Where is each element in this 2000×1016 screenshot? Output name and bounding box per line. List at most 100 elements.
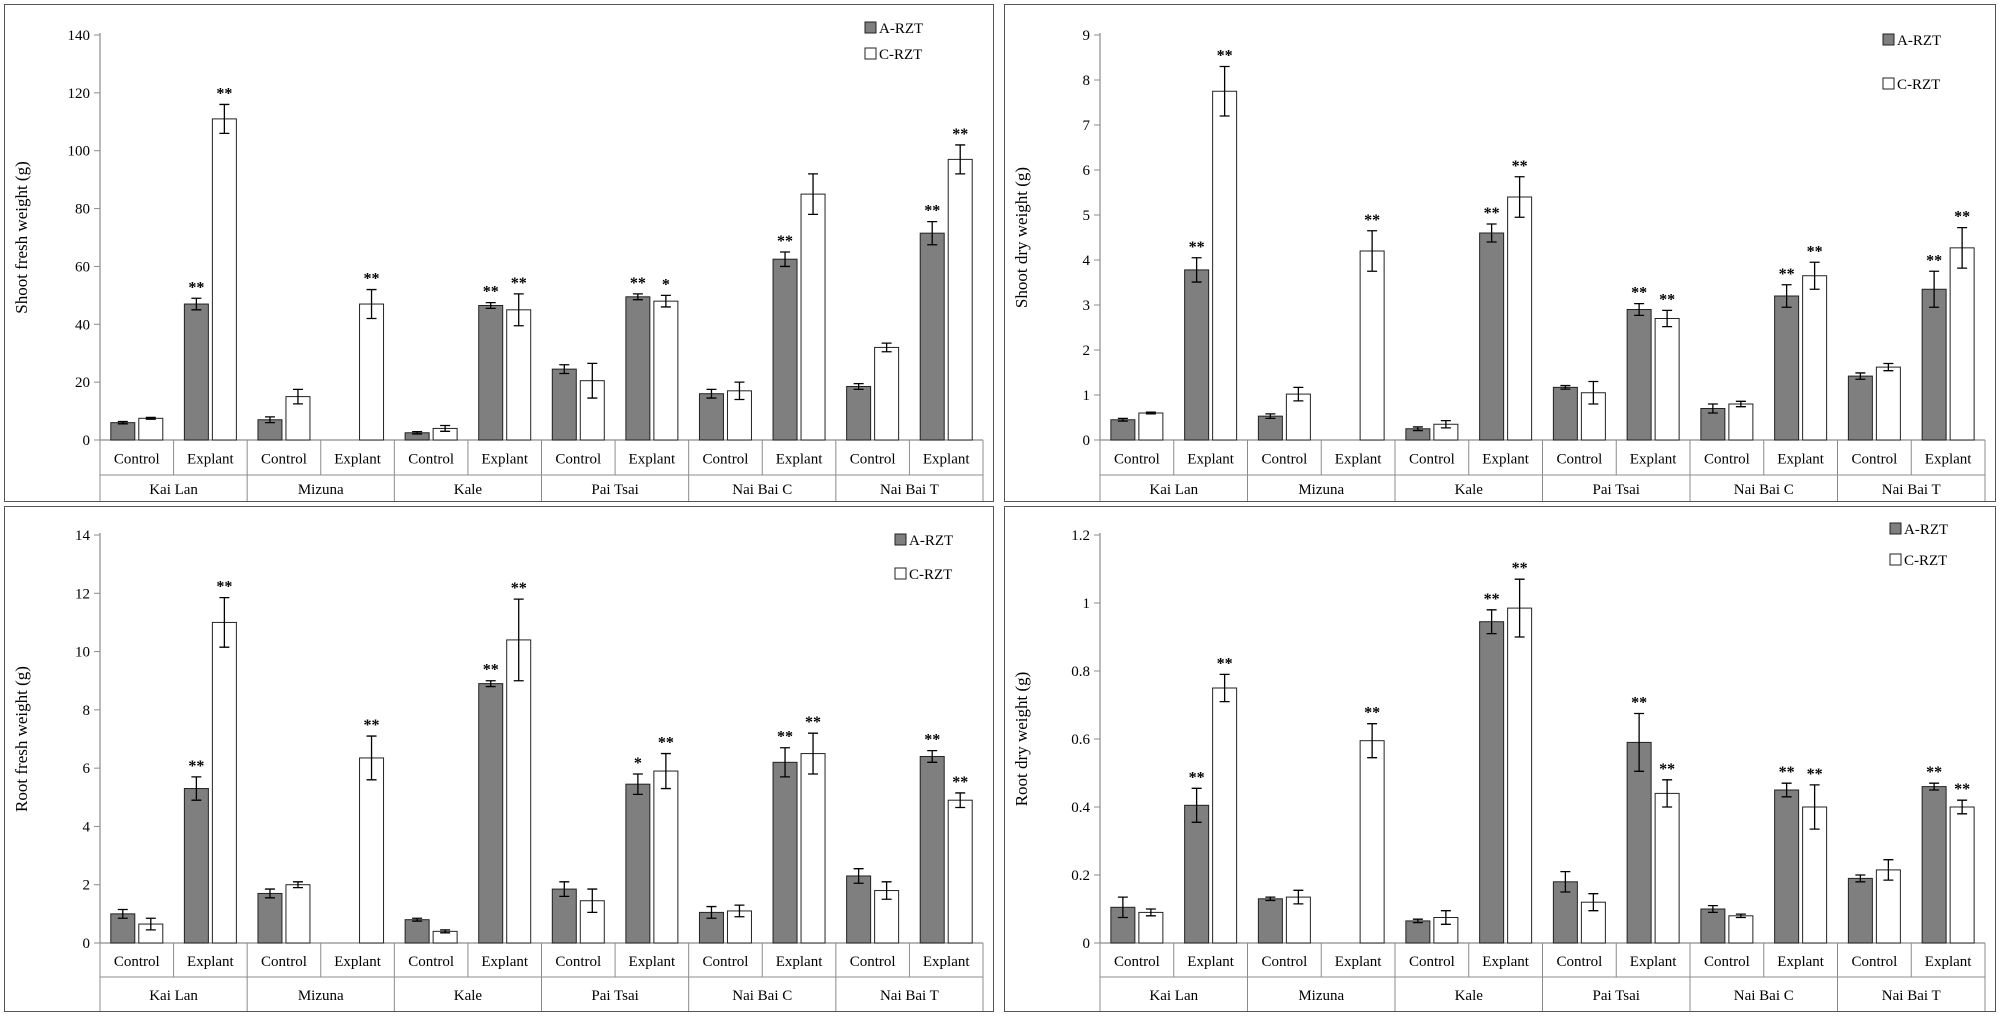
- root-fresh-bar-a-rzt-nai-bai-t-control: [846, 875, 872, 944]
- shoot-fresh-bar-a-rzt-kai-lan-control: [110, 422, 136, 441]
- panel-shoot-fresh-weight: 0 20 40 60 80 100 120 140 Shoot fresh weight (g)…: [4, 4, 994, 502]
- root-fresh-group-label-mizuna: Mizuna: [298, 988, 344, 1004]
- root-dry-x-tick-label-kai-lan-control: Control: [1114, 954, 1160, 970]
- root-fresh-error-bar-c-rzt-kale-control: [440, 929, 451, 934]
- root-fresh-error-bar-c-rzt-nai-bai-c-control: [734, 904, 745, 918]
- root-fresh-error-bar-c-rzt-nai-bai-c-explant: [808, 732, 819, 775]
- shoot-dry-error-bar-a-rzt-nai-bai-t-control: [1855, 372, 1866, 380]
- shoot-dry-significance-mark-a-rzt-nai-bai-c-explant: **: [1779, 266, 1795, 283]
- shoot-fresh-bar-a-rzt-nai-bai-t-explant: [919, 232, 945, 441]
- shoot-fresh-bar-a-rzt-nai-bai-c-explant: [772, 258, 798, 441]
- root-fresh-group-label-nai-bai-t: Nai Bai T: [880, 988, 939, 1004]
- shoot-dry-error-bar-c-rzt-kai-lan-explant: [1219, 65, 1230, 117]
- root-fresh-bar-c-rzt-nai-bai-t-explant: [947, 799, 973, 944]
- root-dry-bar-c-rzt-kai-lan-explant: [1212, 687, 1238, 944]
- root-dry-y-tick-label: 1: [1083, 596, 1091, 612]
- shoot-dry-error-bar-a-rzt-nai-bai-t-explant: [1929, 270, 1940, 308]
- root-dry-bar-a-rzt-nai-bai-t-explant: [1921, 786, 1947, 944]
- shoot-fresh-x-tick-label-kale-explant: Explant: [481, 452, 528, 468]
- shoot-dry-legend-label-a-rzt: A-RZT: [1897, 33, 1941, 49]
- shoot-fresh-bar-a-rzt-kale-explant: [478, 304, 504, 441]
- root-dry-y-tick-label: 0.8: [1071, 664, 1090, 680]
- root-fresh-significance-mark-a-rzt-kai-lan-explant: **: [188, 758, 204, 775]
- root-dry-group-label-kale: Kale: [1455, 988, 1484, 1004]
- root-dry-significance-mark-a-rzt-nai-bai-c-explant: **: [1779, 764, 1795, 781]
- shoot-fresh-x-tick-label-nai-bai-c-control: Control: [703, 452, 749, 468]
- shoot-fresh-y-tick-label: 0: [83, 433, 91, 449]
- root-dry-error-bar-a-rzt-nai-bai-c-explant: [1781, 782, 1792, 798]
- shoot-fresh-error-bar-a-rzt-pai-tsai-control: [559, 364, 570, 375]
- shoot-fresh-error-bar-c-rzt-mizuna-control: [292, 388, 303, 405]
- shoot-dry-significance-mark-c-rzt-kale-explant: **: [1512, 158, 1528, 175]
- shoot-fresh-bar-a-rzt-pai-tsai-control: [551, 368, 577, 441]
- shoot-fresh-group-label-kai-lan: Kai Lan: [149, 482, 198, 498]
- shoot-dry-error-bar-c-rzt-kale-control: [1440, 420, 1451, 429]
- root-fresh-y-tick-label: 12: [75, 586, 90, 602]
- shoot-dry-bar-c-rzt-kale-explant: [1507, 196, 1533, 441]
- shoot-dry-legend-swatch-a-rzt: [1882, 33, 1895, 46]
- root-fresh-error-bar-a-rzt-kale-explant: [485, 680, 496, 688]
- shoot-fresh-bar-c-rzt-mizuna-explant: [359, 303, 385, 441]
- shoot-fresh-error-bar-a-rzt-nai-bai-t-explant: [927, 220, 938, 246]
- shoot-dry-group-label-mizuna: Mizuna: [1298, 482, 1344, 498]
- root-dry-group-label-nai-bai-c: Nai Bai C: [1734, 988, 1794, 1004]
- shoot-fresh-significance-mark-c-rzt-pai-tsai-explant: *: [662, 276, 670, 293]
- root-fresh-y-tick-label: 10: [75, 645, 90, 661]
- shoot-fresh-bar-a-rzt-nai-bai-t-control: [846, 385, 872, 441]
- shoot-dry-significance-mark-c-rzt-kai-lan-explant: **: [1217, 48, 1233, 65]
- root-dry-error-bar-a-rzt-kai-lan-control: [1117, 896, 1128, 919]
- shoot-dry-y-tick-label: 8: [1083, 73, 1091, 89]
- shoot-fresh-bar-c-rzt-kai-lan-control: [138, 417, 164, 441]
- root-dry-y-tick-label: 0.6: [1071, 732, 1090, 748]
- root-dry-legend-label-c-rzt: C-RZT: [1904, 553, 1947, 569]
- root-dry-group-label-nai-bai-t: Nai Bai T: [1882, 988, 1941, 1004]
- shoot-dry-error-bar-a-rzt-nai-bai-c-control: [1707, 403, 1718, 414]
- root-fresh-x-tick-label-nai-bai-c-explant: Explant: [776, 954, 823, 970]
- shoot-fresh-error-bar-c-rzt-nai-bai-c-explant: [808, 173, 819, 216]
- shoot-fresh-bar-c-rzt-pai-tsai-explant: [653, 300, 679, 441]
- shoot-fresh-group-label-mizuna: Mizuna: [298, 482, 344, 498]
- shoot-fresh-error-bar-a-rzt-kale-explant: [485, 301, 496, 310]
- shoot-dry-bar-c-rzt-kai-lan-explant: [1212, 90, 1238, 441]
- shoot-fresh-legend-swatch-c-rzt: [864, 47, 877, 60]
- root-fresh-error-bar-a-rzt-kai-lan-control: [117, 908, 128, 919]
- root-dry-legend-swatch-a-rzt: [1889, 522, 1902, 535]
- root-dry-x-tick-label-mizuna-explant: Explant: [1335, 954, 1382, 970]
- root-fresh-error-bar-a-rzt-nai-bai-t-control: [853, 868, 864, 884]
- shoot-dry-legend-swatch-c-rzt: [1882, 77, 1895, 90]
- shoot-fresh-x-tick-label-kai-lan-control: Control: [114, 452, 160, 468]
- shoot-dry-bar-c-rzt-mizuna-explant: [1359, 250, 1385, 441]
- root-fresh-significance-mark-a-rzt-nai-bai-c-explant: **: [777, 729, 793, 746]
- shoot-dry-y-axis-title: Shoot dry weight (g): [1012, 167, 1031, 308]
- shoot-dry-x-tick-label-nai-bai-t-control: Control: [1851, 452, 1897, 468]
- root-dry-x-tick-label-nai-bai-c-control: Control: [1704, 954, 1750, 970]
- root-dry-error-bar-c-rzt-pai-tsai-control: [1588, 893, 1599, 912]
- root-fresh-x-tick-label-mizuna-explant: Explant: [334, 954, 381, 970]
- root-dry-significance-mark-c-rzt-pai-tsai-explant: **: [1659, 761, 1675, 778]
- shoot-dry-bar-a-rzt-mizuna-control: [1257, 415, 1283, 441]
- root-dry-error-bar-a-rzt-mizuna-control: [1265, 896, 1276, 902]
- shoot-dry-x-tick-label-pai-tsai-explant: Explant: [1630, 452, 1677, 468]
- root-fresh-significance-mark-c-rzt-kale-explant: **: [511, 580, 527, 597]
- shoot-fresh-bar-c-rzt-kale-explant: [506, 309, 532, 441]
- shoot-fresh-y-tick-label: 100: [68, 144, 91, 160]
- shoot-fresh-error-bar-c-rzt-mizuna-explant: [366, 288, 377, 320]
- shoot-dry-y-tick-label: 6: [1083, 163, 1091, 179]
- root-fresh-group-label-kai-lan: Kai Lan: [149, 988, 198, 1004]
- root-fresh-error-bar-a-rzt-kale-control: [412, 917, 423, 922]
- shoot-dry-error-bar-a-rzt-nai-bai-c-explant: [1781, 284, 1792, 308]
- shoot-dry-bar-a-rzt-kai-lan-control: [1110, 419, 1136, 441]
- shoot-fresh-error-bar-c-rzt-nai-bai-t-control: [881, 342, 892, 353]
- root-dry-group-label-kai-lan: Kai Lan: [1149, 988, 1198, 1004]
- root-fresh-bar-a-rzt-kale-explant: [478, 683, 504, 944]
- shoot-fresh-significance-mark-a-rzt-pai-tsai-explant: **: [630, 275, 646, 292]
- root-fresh-x-tick-label-nai-bai-c-control: Control: [703, 954, 749, 970]
- shoot-dry-error-bar-a-rzt-kai-lan-control: [1117, 417, 1128, 422]
- root-dry-bar-a-rzt-nai-bai-c-explant: [1774, 789, 1800, 944]
- root-fresh-x-tick-label-kai-lan-control: Control: [114, 954, 160, 970]
- shoot-dry-error-bar-c-rzt-nai-bai-t-control: [1883, 362, 1894, 372]
- root-dry-error-bar-c-rzt-mizuna-control: [1293, 889, 1304, 905]
- shoot-dry-x-tick-label-nai-bai-t-explant: Explant: [1925, 452, 1972, 468]
- root-dry-y-tick-label: 0: [1083, 936, 1091, 952]
